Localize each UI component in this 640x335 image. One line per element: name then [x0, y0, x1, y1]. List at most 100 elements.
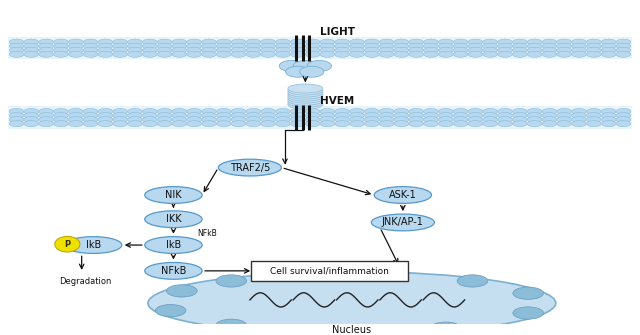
Ellipse shape: [513, 39, 527, 45]
Ellipse shape: [468, 39, 483, 45]
Ellipse shape: [246, 113, 260, 119]
Ellipse shape: [498, 113, 513, 119]
Ellipse shape: [513, 117, 527, 123]
Ellipse shape: [288, 98, 323, 107]
Ellipse shape: [98, 47, 113, 53]
Ellipse shape: [335, 109, 349, 115]
Ellipse shape: [498, 117, 513, 123]
Ellipse shape: [202, 43, 216, 49]
Ellipse shape: [586, 117, 601, 123]
Ellipse shape: [83, 43, 98, 49]
Ellipse shape: [54, 109, 68, 115]
Ellipse shape: [424, 51, 438, 57]
Ellipse shape: [157, 121, 172, 127]
Ellipse shape: [320, 121, 335, 127]
Ellipse shape: [364, 109, 379, 115]
Ellipse shape: [335, 47, 349, 53]
Ellipse shape: [498, 47, 513, 53]
Ellipse shape: [602, 39, 616, 45]
Ellipse shape: [483, 109, 497, 115]
Ellipse shape: [276, 47, 291, 53]
Ellipse shape: [143, 113, 157, 119]
Ellipse shape: [98, 51, 113, 57]
Ellipse shape: [527, 47, 542, 53]
Ellipse shape: [557, 121, 572, 127]
Ellipse shape: [9, 39, 24, 45]
Ellipse shape: [380, 121, 394, 127]
Ellipse shape: [483, 121, 497, 127]
Ellipse shape: [288, 94, 323, 103]
Ellipse shape: [39, 109, 54, 115]
Ellipse shape: [305, 113, 320, 119]
Ellipse shape: [394, 43, 409, 49]
Ellipse shape: [276, 117, 291, 123]
Ellipse shape: [291, 47, 305, 53]
Text: LIGHT: LIGHT: [320, 27, 355, 37]
Ellipse shape: [438, 121, 453, 127]
Ellipse shape: [166, 285, 197, 297]
Ellipse shape: [202, 51, 216, 57]
Ellipse shape: [307, 60, 332, 71]
Ellipse shape: [231, 109, 246, 115]
Ellipse shape: [409, 109, 424, 115]
Ellipse shape: [261, 121, 276, 127]
Ellipse shape: [216, 109, 231, 115]
Ellipse shape: [380, 51, 394, 57]
Ellipse shape: [542, 109, 557, 115]
Ellipse shape: [335, 51, 349, 57]
Ellipse shape: [291, 39, 305, 45]
Ellipse shape: [143, 51, 157, 57]
Ellipse shape: [187, 121, 202, 127]
Text: Cell survival/inflammation: Cell survival/inflammation: [270, 266, 389, 275]
Ellipse shape: [218, 159, 282, 176]
Ellipse shape: [157, 113, 172, 119]
Ellipse shape: [187, 47, 202, 53]
Ellipse shape: [320, 117, 335, 123]
Ellipse shape: [261, 51, 276, 57]
Ellipse shape: [542, 43, 557, 49]
Ellipse shape: [54, 113, 68, 119]
Ellipse shape: [39, 51, 54, 57]
Ellipse shape: [145, 211, 202, 227]
Ellipse shape: [586, 121, 601, 127]
Ellipse shape: [288, 96, 323, 105]
Ellipse shape: [498, 121, 513, 127]
Ellipse shape: [24, 113, 38, 119]
Ellipse shape: [98, 43, 113, 49]
Ellipse shape: [409, 39, 424, 45]
Ellipse shape: [453, 43, 468, 49]
Ellipse shape: [572, 121, 586, 127]
Ellipse shape: [371, 214, 435, 231]
Ellipse shape: [143, 39, 157, 45]
Ellipse shape: [113, 47, 127, 53]
FancyBboxPatch shape: [8, 37, 632, 60]
Ellipse shape: [202, 117, 216, 123]
Ellipse shape: [113, 39, 127, 45]
Ellipse shape: [202, 121, 216, 127]
Ellipse shape: [320, 39, 335, 45]
Ellipse shape: [498, 51, 513, 57]
Ellipse shape: [602, 113, 616, 119]
Ellipse shape: [320, 43, 335, 49]
Ellipse shape: [602, 51, 616, 57]
Ellipse shape: [187, 43, 202, 49]
Ellipse shape: [513, 109, 527, 115]
Ellipse shape: [127, 121, 142, 127]
Ellipse shape: [305, 109, 320, 115]
Ellipse shape: [143, 121, 157, 127]
Ellipse shape: [65, 237, 122, 253]
Ellipse shape: [143, 47, 157, 53]
Ellipse shape: [513, 113, 527, 119]
Ellipse shape: [39, 39, 54, 45]
Ellipse shape: [498, 109, 513, 115]
Ellipse shape: [24, 117, 38, 123]
Ellipse shape: [187, 117, 202, 123]
Ellipse shape: [285, 66, 310, 77]
Ellipse shape: [9, 121, 24, 127]
Ellipse shape: [148, 272, 556, 335]
Ellipse shape: [453, 47, 468, 53]
Ellipse shape: [394, 113, 409, 119]
Ellipse shape: [113, 113, 127, 119]
Text: IKK: IKK: [166, 214, 181, 224]
Ellipse shape: [127, 43, 142, 49]
